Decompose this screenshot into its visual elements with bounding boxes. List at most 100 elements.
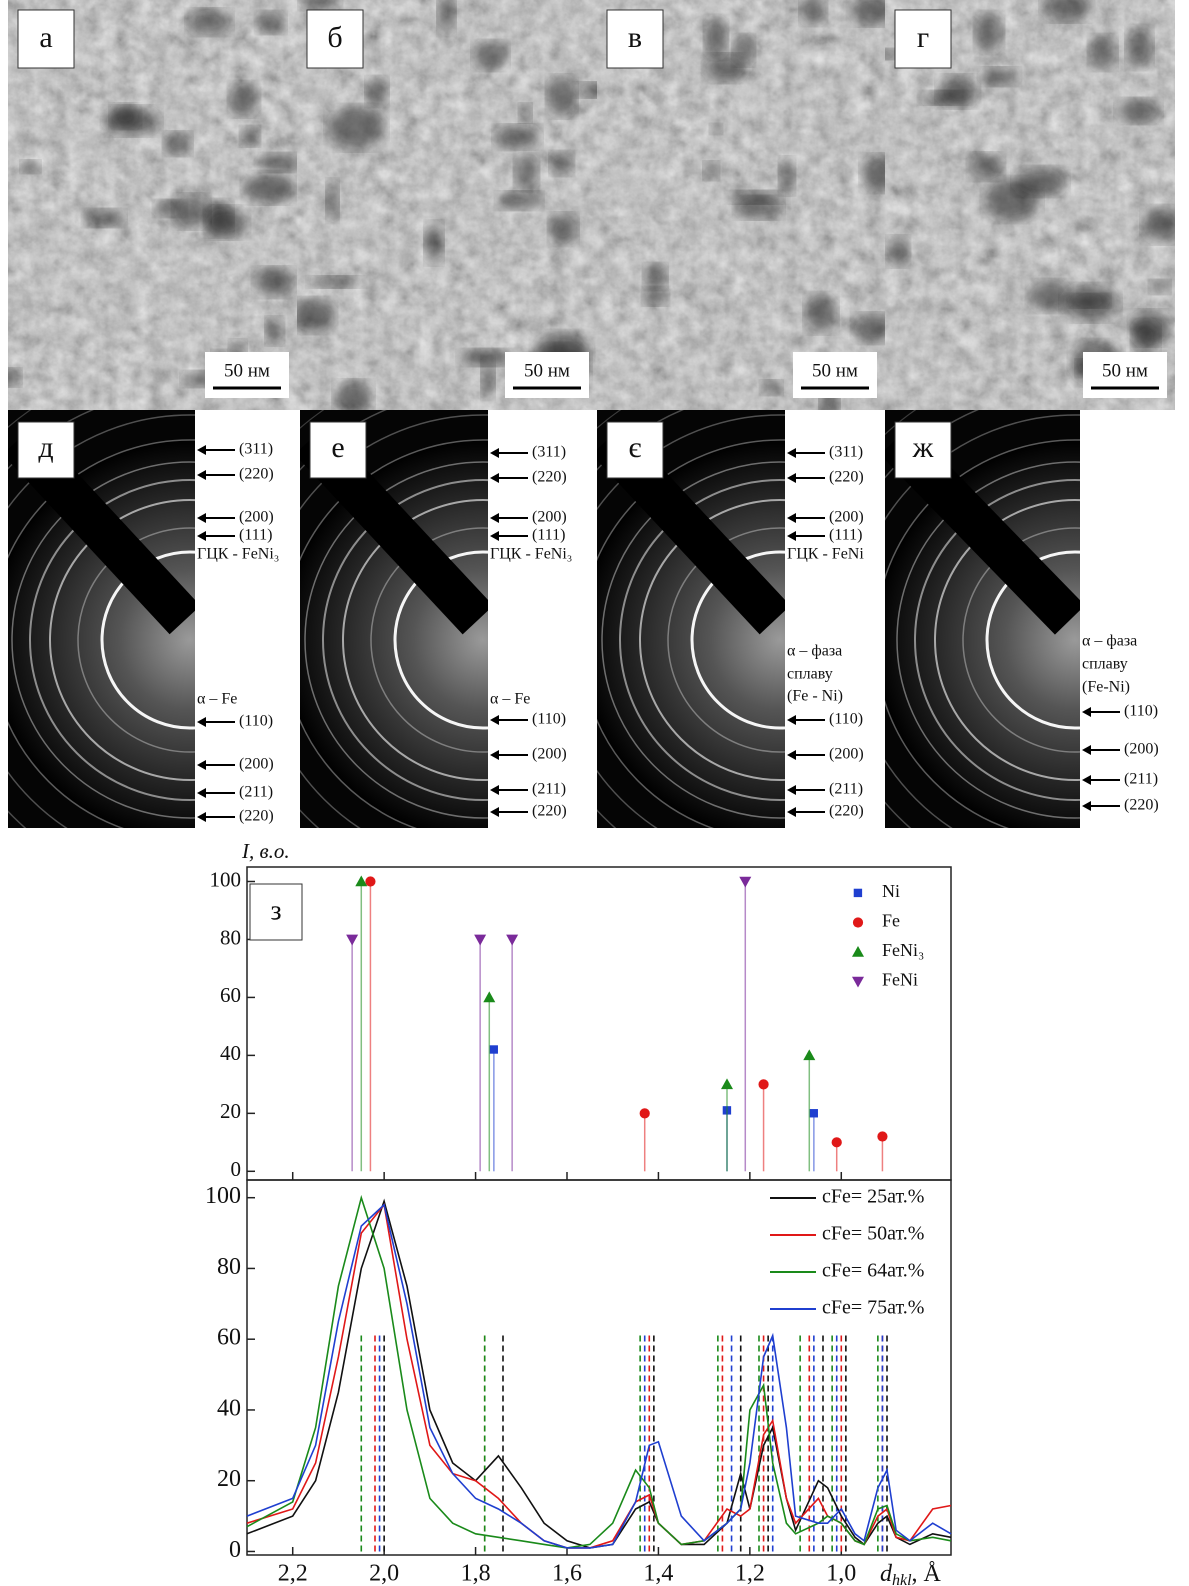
ring (322, 479, 488, 801)
panel-label: ж (912, 431, 934, 464)
annotation: сплаву (1082, 656, 1128, 673)
annotation: (200) (532, 509, 567, 526)
dark-region (975, 13, 1003, 52)
dark-region (643, 264, 667, 290)
label-box (17, 9, 75, 69)
y-tick-label: 100 (210, 867, 242, 891)
annotation: α – фаза (1082, 633, 1137, 650)
panel-label: е (331, 431, 344, 464)
arrow-head (1082, 745, 1091, 755)
ring (667, 527, 785, 753)
scale-label: 50 нм (1102, 360, 1148, 381)
annotation: (110) (829, 711, 863, 728)
annotation: α – Fe (197, 691, 237, 708)
arrow-head (787, 715, 796, 725)
arrow-head (787, 448, 796, 458)
marker (474, 934, 487, 946)
ring (934, 499, 1080, 781)
arrow-head (787, 513, 796, 523)
annotation: (311) (532, 444, 566, 461)
marker (877, 1131, 888, 1142)
legend-label: Fe (882, 911, 900, 931)
annotation: (200) (239, 756, 274, 773)
dark-region (853, 314, 885, 343)
panel-label: а (39, 21, 52, 54)
dark-region (84, 209, 124, 227)
legend-label: cFe= 75ат.% (822, 1297, 924, 1319)
dark-region (1143, 207, 1175, 243)
dark-region (732, 35, 755, 65)
marker (639, 1108, 650, 1119)
annotation: ГЦК - FeNi (787, 546, 864, 563)
ring (885, 414, 1080, 828)
dark-region (188, 9, 231, 35)
ring (896, 461, 1080, 819)
marker (739, 876, 752, 888)
annotation: (211) (829, 781, 863, 798)
dark-region (709, 123, 723, 135)
diffraction-pattern (300, 410, 488, 828)
ring (11, 461, 195, 819)
dark-region (473, 41, 508, 70)
arrow-head (490, 785, 499, 795)
arrow-head (1082, 801, 1091, 811)
legend-marker (853, 888, 863, 898)
legend-marker (852, 946, 864, 957)
ring (393, 550, 488, 730)
dark-region (240, 126, 260, 146)
legend-label: cFe= 50ат.% (822, 1223, 924, 1245)
dark-region (550, 151, 573, 175)
dark-region (729, 190, 786, 204)
dark-region (205, 207, 248, 238)
legend-marker (852, 917, 864, 928)
label-box (306, 9, 364, 69)
label-box (894, 9, 952, 69)
diffraction-pattern (8, 410, 195, 828)
y-tick-label: 20 (220, 1099, 241, 1123)
ring (597, 414, 785, 828)
arrow-head (197, 470, 206, 480)
dark-region (335, 381, 372, 410)
ring (49, 499, 195, 781)
arrow-head (787, 531, 796, 541)
ring (100, 550, 195, 730)
scale-box (1083, 352, 1167, 398)
dark-region (164, 132, 191, 156)
dark-region (300, 0, 340, 10)
arrow-head (197, 717, 206, 727)
dark-region (326, 180, 339, 221)
marker (831, 1137, 842, 1148)
dark-region (257, 153, 297, 172)
marker (506, 934, 519, 946)
annotation: (111) (532, 527, 565, 544)
arrow-head (490, 531, 499, 541)
ring (885, 439, 1080, 828)
dark-region (980, 68, 1019, 86)
x-axis-label: dhkl, Å (880, 1561, 942, 1586)
dark-region (265, 317, 284, 345)
dark-region (111, 104, 140, 129)
x-tick-label: 1,6 (552, 1561, 582, 1586)
annotation: α – фаза (787, 643, 842, 660)
y-tick-label: 40 (217, 1395, 241, 1421)
annotation: (220) (239, 466, 274, 483)
marker (355, 875, 368, 887)
panel-label: є (629, 431, 642, 464)
dark-region (328, 106, 385, 149)
x-tick-label: 2,2 (278, 1561, 308, 1586)
dark-region (481, 358, 495, 398)
dark-region (1015, 167, 1066, 196)
dark-region (310, 276, 362, 288)
annotation: (Fe-Ni) (1082, 679, 1130, 696)
arrow-head (197, 445, 206, 455)
dark-region (519, 103, 532, 122)
label-box (894, 421, 952, 479)
panel-label: з (270, 895, 281, 926)
x-tick-label: 1,4 (643, 1561, 673, 1586)
marker (346, 934, 359, 946)
scale-box (793, 352, 877, 398)
annotation: (200) (532, 746, 567, 763)
arrow-head (197, 788, 206, 798)
scale-box (505, 352, 589, 398)
panel-label: г (917, 21, 929, 54)
